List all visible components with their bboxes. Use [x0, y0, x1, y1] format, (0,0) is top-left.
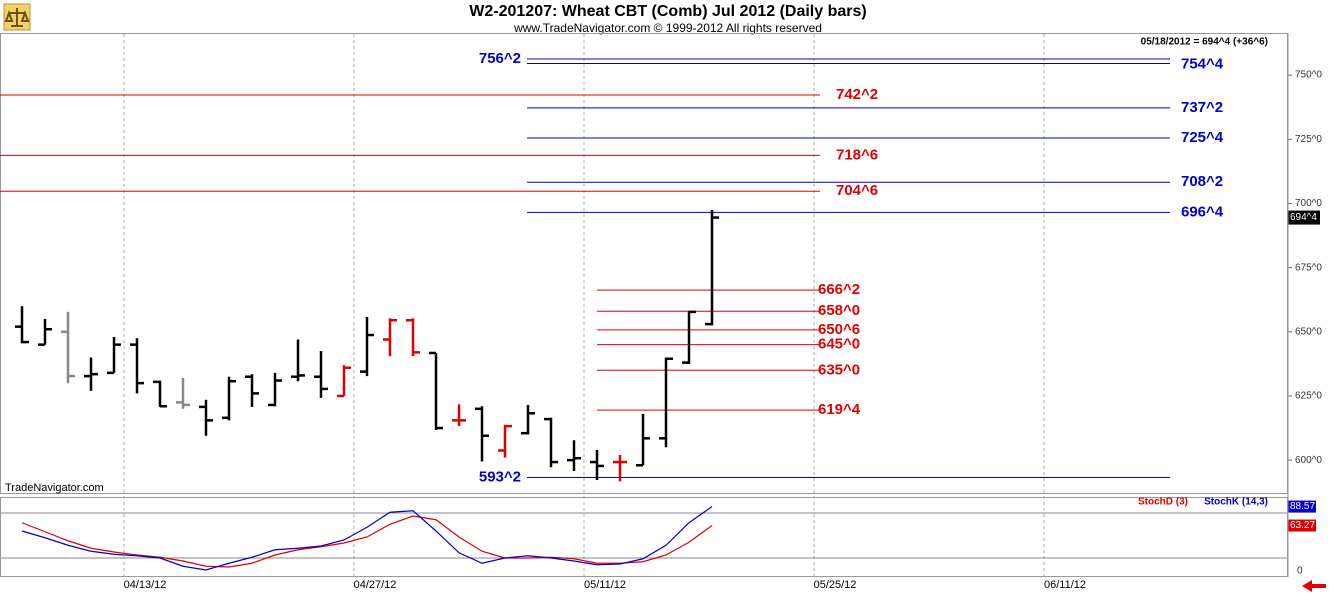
y-tick-label: 600^0 [1295, 455, 1322, 466]
level-label: 658^0 [818, 302, 860, 319]
level-label: 650^6 [818, 321, 860, 338]
level-label: 645^0 [818, 336, 860, 353]
watermark: TradeNavigator.com [5, 482, 104, 494]
chart-subtitle: www.TradeNavigator.com © 1999-2012 All r… [513, 21, 822, 35]
level-label: 619^4 [818, 401, 861, 418]
last-value-box [1288, 500, 1316, 513]
y-tick-label: 625^0 [1295, 391, 1322, 402]
y-tick-label: 650^0 [1295, 326, 1322, 337]
level-label: 696^4 [1181, 203, 1224, 220]
level-label: 718^6 [836, 146, 878, 163]
x-tick-label: 04/27/12 [354, 579, 397, 591]
stoch-line [21, 506, 713, 571]
level-label: 754^4 [1181, 56, 1224, 73]
level-label: 742^2 [836, 86, 878, 103]
level-label: 593^2 [479, 468, 521, 485]
chart-title: W2-201207: Wheat CBT (Comb) Jul 2012 (Da… [469, 3, 866, 20]
y-tick-label: 725^0 [1295, 134, 1322, 145]
last-value-box [1288, 519, 1316, 532]
last-value-label: 88.57 [1290, 501, 1315, 512]
level-label: 725^4 [1181, 129, 1224, 146]
level-label: 737^2 [1181, 99, 1223, 116]
legend-entry: StochD (3) [1138, 497, 1188, 508]
y-tick-label: 750^0 [1295, 70, 1322, 81]
x-tick-label: 05/25/12 [814, 579, 857, 591]
level-label: 756^2 [479, 50, 521, 67]
y-tick-label: 0 [1297, 566, 1303, 577]
last-price-label: 694^4 [1290, 212, 1317, 223]
x-tick-label: 04/13/12 [124, 579, 167, 591]
logo [3, 3, 31, 31]
last-value-label: 63.27 [1290, 520, 1315, 531]
legend-entry: StochK (14,3) [1204, 497, 1268, 508]
x-tick-label: 06/11/12 [1044, 579, 1086, 591]
level-label: 666^2 [818, 281, 860, 298]
level-label: 635^0 [818, 361, 860, 378]
scroll-arrow[interactable] [1302, 580, 1326, 592]
y-tick-label: 700^0 [1295, 198, 1322, 209]
last-price-box [1288, 210, 1320, 225]
level-label: 704^6 [836, 182, 878, 199]
last-price-note: 05/18/2012 = 694^4 (+36^6) [1141, 37, 1268, 48]
stoch-line [21, 515, 713, 568]
level-label: 708^2 [1181, 173, 1223, 190]
y-tick-label: 675^0 [1295, 262, 1322, 273]
x-tick-label: 05/11/12 [584, 579, 626, 591]
